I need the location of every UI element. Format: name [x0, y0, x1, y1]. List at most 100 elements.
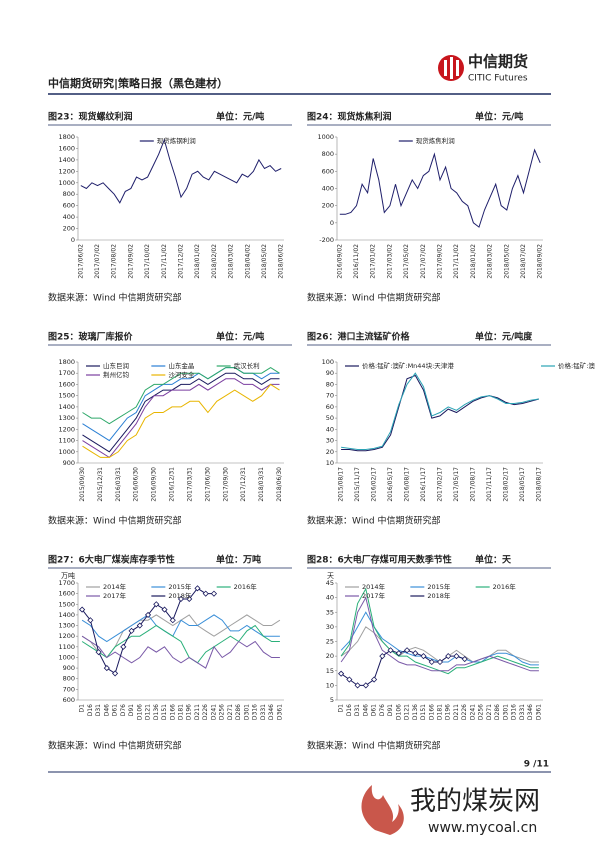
series-marker [186, 595, 193, 603]
x-tick-label: 2017/08/02 [111, 244, 118, 279]
x-tick-label: 2015/12/31 [97, 467, 104, 502]
x-tick-label: D46 [362, 704, 369, 716]
watermark-text: 我的煤炭网 [410, 787, 540, 817]
x-tick-label: D361 [535, 704, 542, 720]
x-tick-label: 2018/01/02 [194, 244, 201, 279]
x-tick-label: 2017/08/17 [469, 467, 476, 502]
y-axis-label: 万吨 [61, 571, 75, 580]
x-tick-label: 2017/06/02 [77, 244, 84, 279]
y-tick-label: 70 [326, 392, 334, 400]
x-tick-label: 2018/03/31 [258, 467, 265, 502]
x-tick-label: D151 [420, 704, 427, 720]
series-marker [144, 611, 152, 618]
y-tick-label: 1100 [58, 643, 75, 651]
chart-source: 数据来源：Wind 中信期货研究部 [307, 292, 440, 304]
y-tick-label: 200 [322, 202, 334, 210]
x-tick-label: 2016/02/17 [371, 467, 378, 502]
x-tick-label: 2018/09/02 [537, 244, 544, 279]
y-tick-label: 900 [63, 459, 75, 467]
x-tick-label: 2018/04/02 [244, 244, 251, 279]
legend-label: 2015年 [427, 582, 451, 591]
series-marker [428, 658, 435, 666]
chart-unit: 单位：元/吨 [216, 111, 264, 123]
watermark: 我的煤炭网 www.mycoal.cn [361, 785, 540, 836]
chart-unit: 单位：元/吨 [216, 331, 264, 343]
logo-subtext: CITIC Futures [468, 74, 528, 84]
y-tick-label: 45 [326, 579, 334, 587]
chart-source: 数据来源：Wind 中信期货研究部 [48, 292, 181, 304]
x-tick-label: D241 [469, 704, 476, 720]
x-tick-label: D271 [227, 704, 234, 720]
y-tick-label: 800 [63, 675, 75, 683]
x-tick-label: D361 [276, 704, 283, 720]
series-marker [202, 590, 209, 597]
x-tick-label: D151 [161, 704, 168, 720]
series-line [341, 374, 540, 452]
series-marker [177, 595, 185, 603]
page-number: 9 /11 [524, 760, 549, 770]
series-marker [87, 617, 94, 624]
legend-label: 2017年 [103, 591, 127, 600]
y-tick-label: 20 [326, 652, 334, 660]
x-tick-label: D286 [235, 704, 242, 720]
chart-source: 数据来源：Wind 中信期货研究部 [48, 740, 181, 752]
legend-label: 现货炼钢利润 [157, 136, 196, 145]
series-line [81, 635, 280, 669]
x-tick-label: 2018/03/02 [487, 244, 494, 279]
chart-unit: 单位：元/吨度 [475, 331, 533, 343]
series-line [81, 624, 280, 664]
chart-title: 图28：6大电厂存煤可用天数季节性 [307, 554, 452, 566]
y-tick-label: 90 [326, 369, 334, 377]
x-tick-label: 2015/09/30 [79, 467, 86, 502]
y-tick-label: 1400 [58, 403, 75, 411]
y-tick-label: 1200 [58, 632, 75, 640]
x-tick-label: D331 [519, 704, 526, 720]
y-tick-label: 0 [71, 236, 75, 244]
legend-label: 武汉长利 [234, 361, 260, 370]
x-tick-label: D166 [428, 704, 435, 720]
y-tick-label: 25 [326, 638, 334, 646]
x-tick-label: 2016/09/30 [151, 467, 158, 502]
x-tick-label: 2016/06/30 [133, 467, 140, 502]
y-tick-label: 1700 [58, 579, 75, 587]
y-tick-label: 1400 [58, 156, 75, 164]
y-tick-label: 30 [326, 623, 334, 631]
x-tick-label: D211 [453, 704, 460, 720]
x-tick-label: 2017/12/02 [178, 244, 185, 279]
chart-title: 图24：现货炼焦利润 [307, 111, 392, 123]
y-tick-label: 30 [326, 437, 334, 445]
series-marker [210, 590, 218, 597]
x-tick-label: D346 [527, 704, 534, 720]
y-tick-label: 35 [326, 608, 334, 616]
x-tick-label: D346 [268, 704, 275, 720]
x-tick-label: D16 [87, 704, 94, 716]
x-tick-label: 2016/05/17 [387, 467, 394, 502]
x-tick-label: D166 [169, 704, 176, 720]
x-tick-label: 2018/02/02 [211, 244, 218, 279]
x-tick-label: D46 [103, 704, 110, 716]
chart-title: 图27：6大电厂煤炭库存季节性 [48, 554, 175, 566]
y-tick-label: 900 [63, 664, 75, 672]
logo-text: 中信期货 [468, 53, 528, 71]
y-tick-label: 1000 [58, 179, 75, 187]
y-tick-label: 800 [63, 190, 75, 198]
x-tick-label: 2018/05/02 [503, 244, 510, 279]
y-tick-label: 10 [326, 681, 334, 689]
y-tick-label: 1800 [58, 133, 75, 141]
x-tick-label: D121 [145, 704, 152, 720]
legend-label: 价格:锰矿:澳矿:Mn44块:钦州港 [558, 361, 595, 370]
y-tick-label: 50 [326, 414, 334, 422]
series-marker [354, 682, 361, 689]
chart-unit: 单位：天 [475, 554, 512, 566]
y-tick-label: 1600 [58, 590, 75, 598]
series-line [82, 383, 280, 458]
series-line [339, 148, 541, 228]
x-tick-label: 2017/12/31 [240, 467, 247, 502]
y-tick-label: 10 [326, 459, 334, 467]
y-tick-label: 40 [326, 425, 334, 433]
series-marker [136, 622, 143, 629]
x-tick-label: D256 [219, 704, 226, 720]
series-line [340, 649, 465, 686]
